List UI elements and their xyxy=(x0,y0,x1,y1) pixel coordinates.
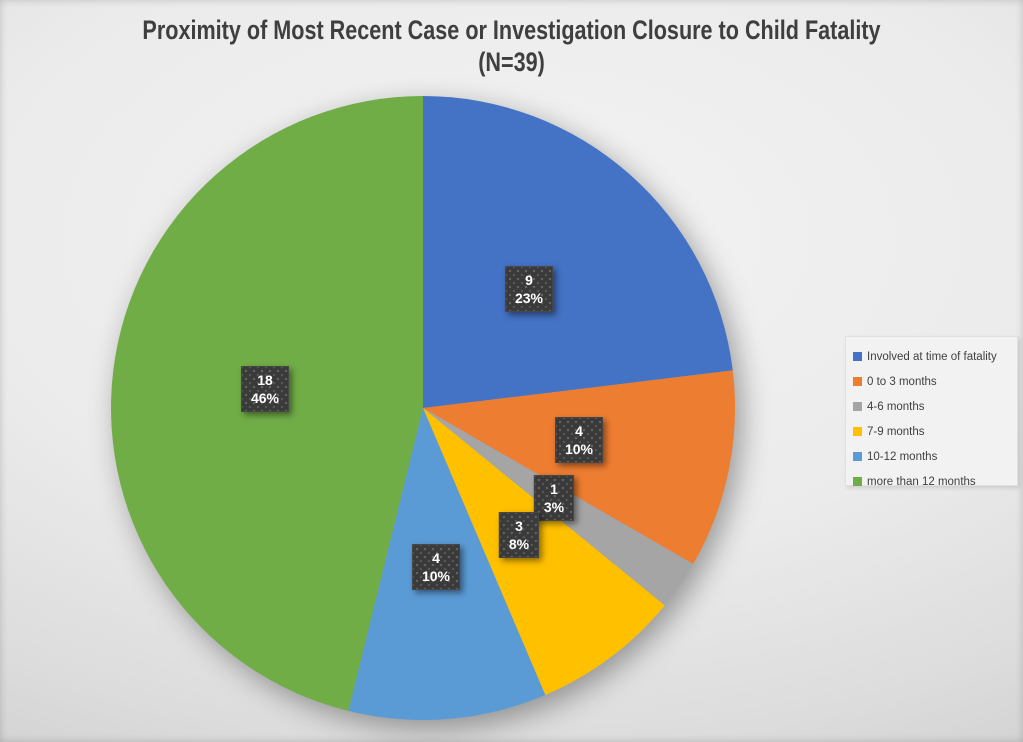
data-label-value: 9 xyxy=(525,272,533,288)
chart-title: Proximity of Most Recent Case or Investi… xyxy=(142,15,881,45)
data-label-percent: 23% xyxy=(514,290,544,306)
data-label-0-to-3-months: 4 10% xyxy=(554,417,604,463)
data-label-7-9-months: 3 8% xyxy=(498,512,540,558)
legend-item-10-12-months: 10-12 months xyxy=(853,444,1013,469)
legend-label: 4-6 months xyxy=(867,400,925,413)
legend-swatch-icon xyxy=(853,377,862,386)
legend-item-involved-at-time-of-fatality: Involved at time of fatality xyxy=(853,344,1013,369)
data-label-value: 3 xyxy=(515,518,523,534)
data-label-percent: 46% xyxy=(250,390,280,406)
data-label-4-6-months: 1 3% xyxy=(533,475,575,521)
legend-label: more than 12 months xyxy=(867,475,976,488)
legend-swatch-icon xyxy=(853,402,862,411)
legend-item-0-to-3-months: 0 to 3 months xyxy=(853,369,1013,394)
legend-swatch-icon xyxy=(853,427,862,436)
data-label-involved-at-time-of-fatality: 9 23% xyxy=(504,266,554,312)
legend-item-7-9-months: 7-9 months xyxy=(853,419,1013,444)
legend-label: 7-9 months xyxy=(867,425,925,438)
legend-swatch-icon xyxy=(853,452,862,461)
data-label-percent: 10% xyxy=(564,441,594,457)
data-label-value: 1 xyxy=(550,481,558,497)
data-label-percent: 10% xyxy=(421,568,451,584)
legend-swatch-icon xyxy=(853,352,862,361)
data-label-value: 4 xyxy=(432,550,440,566)
legend-label: 10-12 months xyxy=(867,450,938,463)
pie-slice-0-to-3-months xyxy=(423,370,736,564)
data-label-more-than-12-months: 18 46% xyxy=(240,366,290,412)
chart-subtitle: (N=39) xyxy=(478,47,545,77)
data-label-10-12-months: 4 10% xyxy=(411,544,461,590)
legend-swatch-icon xyxy=(853,477,862,486)
data-label-percent: 8% xyxy=(508,536,530,552)
legend-item-more-than-12-months: more than 12 months xyxy=(853,469,1013,494)
chart-title-block: Proximity of Most Recent Case or Investi… xyxy=(102,14,920,78)
data-label-percent: 3% xyxy=(543,499,565,515)
pie-slice-involved-at-time-of-fatality xyxy=(423,96,733,408)
data-label-value: 18 xyxy=(257,372,273,388)
legend-label: Involved at time of fatality xyxy=(867,350,997,363)
legend-label: 0 to 3 months xyxy=(867,375,937,388)
legend-item-4-6-months: 4-6 months xyxy=(853,394,1013,419)
data-label-value: 4 xyxy=(575,423,583,439)
legend: Involved at time of fatality 0 to 3 month… xyxy=(845,336,1018,488)
pie-slice-7-9-months xyxy=(423,408,665,696)
